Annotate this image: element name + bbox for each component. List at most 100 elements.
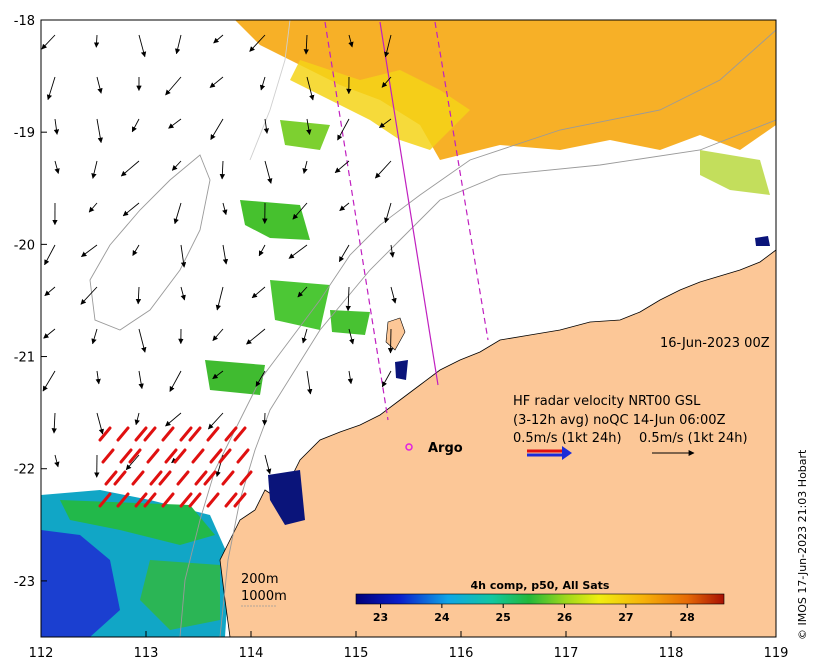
current-arrow xyxy=(138,370,144,390)
x-tick-label: 118 xyxy=(659,646,684,661)
sst-warm-patch xyxy=(235,20,776,160)
current-arrow xyxy=(91,160,98,179)
current-arrow xyxy=(168,118,182,129)
radar-vector xyxy=(131,470,145,486)
ground-track-solid xyxy=(379,21,439,386)
current-arrow xyxy=(43,328,56,339)
current-arrow xyxy=(338,244,350,263)
current-arrow xyxy=(306,76,315,101)
radar-vector xyxy=(113,470,127,486)
current-arrow xyxy=(384,202,392,224)
plateau-contour xyxy=(89,154,211,331)
current-arrow xyxy=(171,160,182,171)
current-arrow xyxy=(263,118,270,134)
radar-vector xyxy=(143,426,157,442)
current-arrow xyxy=(132,244,140,256)
sst-green-patch-1 xyxy=(240,200,310,240)
radar-vector xyxy=(173,448,187,464)
radar-vector xyxy=(224,492,238,508)
current-arrow xyxy=(379,118,392,128)
current-arrow xyxy=(381,76,392,88)
current-arrow xyxy=(96,76,103,94)
current-arrow xyxy=(249,34,266,52)
legend-line-3a: 0.5m/s (1kt 24h) xyxy=(513,431,622,446)
radar-vector xyxy=(218,448,232,464)
sst-green-patch-4 xyxy=(330,310,370,335)
current-arrow xyxy=(131,118,140,133)
radar-vector xyxy=(206,492,220,508)
current-arrow xyxy=(302,160,308,174)
sst-deep-blue-patch xyxy=(41,530,120,637)
current-arrow xyxy=(96,118,103,144)
current-arrow xyxy=(54,454,60,468)
argo-float-marker xyxy=(405,443,413,451)
sst-green-patch-east xyxy=(700,150,770,195)
radar-vector xyxy=(179,492,193,508)
current-arrow xyxy=(122,202,140,217)
radar-vector xyxy=(191,448,205,464)
x-tick-label: 112 xyxy=(29,646,54,661)
y-tick-label: -22 xyxy=(14,463,35,478)
current-arrow xyxy=(345,286,351,312)
current-arrow xyxy=(93,34,100,48)
radar-vector xyxy=(224,426,238,442)
radar-vector xyxy=(98,492,112,508)
sst-green-patch-2 xyxy=(270,280,330,330)
legend-line-3b: 0.5m/s (1kt 24h) xyxy=(639,431,748,446)
x-axis: 112 113 114 115 116 117 118 119 xyxy=(29,631,788,661)
legend-line-2: (3-12h avg) noQC 14-Jun 06:00Z xyxy=(513,413,726,428)
y-tick-label: -23 xyxy=(14,575,35,590)
sst-coastal-cold-2 xyxy=(395,360,408,380)
current-arrow xyxy=(125,454,140,471)
isobath-north xyxy=(249,20,291,161)
current-arrow xyxy=(246,328,266,345)
current-arrow xyxy=(96,412,104,435)
radar-vector xyxy=(158,470,172,486)
colorbar-tick-label: 23 xyxy=(373,611,388,624)
current-arrow xyxy=(180,286,186,301)
current-arrow xyxy=(95,370,101,385)
current-arrow xyxy=(219,160,226,180)
current-arrow xyxy=(375,160,392,179)
current-arrow xyxy=(259,76,266,91)
current-arrow xyxy=(339,202,350,211)
current-arrow xyxy=(301,328,308,344)
current-arrow xyxy=(306,370,313,395)
current-arrow xyxy=(222,244,229,265)
plot-frame xyxy=(40,19,777,638)
x-tick-label: 113 xyxy=(134,646,159,661)
current-arrow xyxy=(138,34,147,58)
current-arrow xyxy=(390,286,397,304)
hf-radar-vectors xyxy=(98,426,253,508)
current-arrow xyxy=(303,34,309,55)
current-arrow xyxy=(212,328,224,342)
x-tick-label: 116 xyxy=(449,646,474,661)
current-arrow xyxy=(44,286,56,297)
radar-vector xyxy=(146,448,160,464)
land-coastline xyxy=(219,249,776,637)
current-arrow xyxy=(51,412,57,434)
current-arrow xyxy=(215,286,224,311)
current-arrow xyxy=(53,118,60,135)
radar-vector xyxy=(119,448,133,464)
current-arrow xyxy=(91,328,98,345)
argo-label: Argo xyxy=(428,441,463,456)
x-tick-label: 114 xyxy=(239,646,264,661)
current-arrow xyxy=(165,412,182,427)
current-arrow xyxy=(258,244,266,257)
sst-green-band xyxy=(60,500,215,545)
current-arrow xyxy=(264,454,272,475)
sst-coastal-cold-3 xyxy=(755,236,770,246)
current-arrow xyxy=(81,244,98,257)
current-arrow xyxy=(88,202,98,213)
radar-vector xyxy=(194,470,208,486)
current-arrow xyxy=(222,202,228,216)
colorbar-tick-label: 25 xyxy=(496,611,511,624)
current-arrow xyxy=(348,34,354,48)
current-arrow xyxy=(297,286,308,298)
ground-track-dashed-west xyxy=(324,21,389,421)
y-axis: -18 -19 -20 -21 -22 -23 xyxy=(14,14,47,590)
radar-vector xyxy=(233,492,247,508)
current-arrow xyxy=(348,328,355,345)
